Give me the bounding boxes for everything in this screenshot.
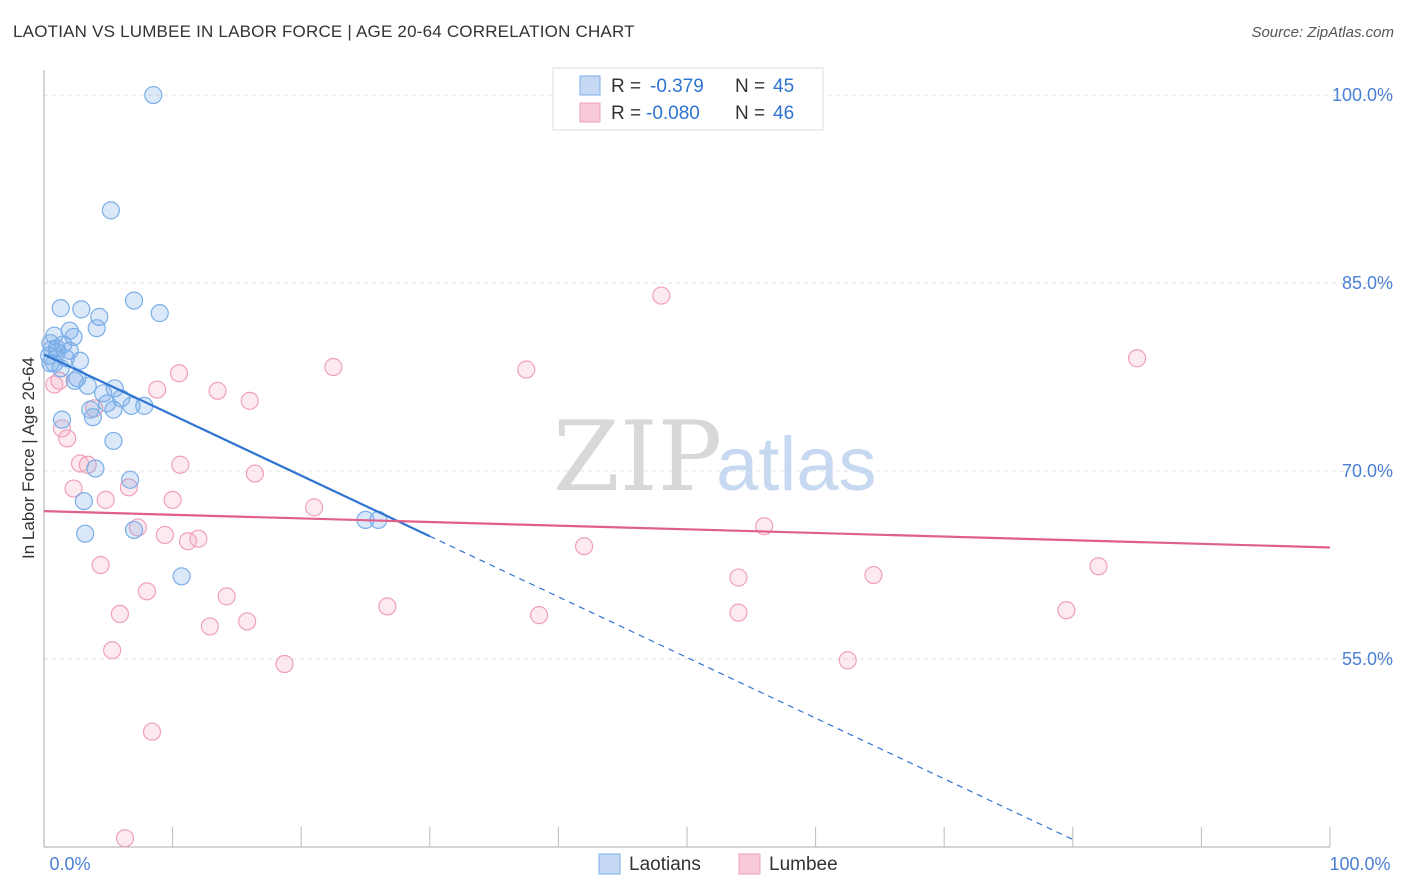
legend-label-lumbee: Lumbee (769, 854, 838, 875)
laotian-point-2 (51, 299, 70, 318)
stats-n-value-1: 46 (773, 103, 794, 124)
lumbee-point-19 (163, 490, 182, 509)
watermark: ZIP atlas (553, 401, 877, 513)
lumbee-points (45, 286, 1147, 848)
laotian-point-33 (83, 408, 102, 427)
chart-title: LAOTIAN VS LUMBEE IN LABOR FORCE | AGE 2… (13, 22, 635, 41)
legend-label-laotians: Laotians (629, 854, 701, 875)
lumbee-point-23 (155, 525, 174, 545)
laotian-point-5 (150, 304, 169, 323)
lumbee-point-25 (189, 529, 208, 548)
laotian-point-37 (121, 470, 140, 489)
lumbee-point-29 (729, 568, 748, 587)
watermark-zip: ZIP (553, 401, 722, 513)
laotian-point-26 (94, 384, 113, 403)
legend-swatch-laotians (598, 853, 621, 875)
lumbee-point-39 (238, 612, 257, 631)
lumbee-point-36 (729, 603, 748, 622)
laotian-point-41 (124, 520, 144, 540)
y-axis-title: In Labor Force | Age 20-64 (19, 357, 38, 559)
lumbee-point-35 (530, 606, 549, 625)
lumbee-point-1 (1127, 349, 1147, 368)
y-tick-label-1: 70.0% (1342, 461, 1393, 481)
stats-r-label-1: R = (611, 103, 641, 124)
lumbee-point-3 (517, 360, 536, 379)
lumbee-point-0 (652, 286, 671, 305)
lumbee-point-15 (245, 464, 265, 483)
gridlines (44, 94, 1394, 660)
lumbee-point-41 (275, 654, 294, 674)
lumbee-point-42 (838, 651, 857, 670)
stats-n-value-0: 45 (773, 76, 794, 97)
lumbee-point-44 (115, 829, 135, 848)
laotian-point-3 (72, 300, 91, 319)
stats-legend: R = -0.379 N = 45 R = -0.080 N = 46 (552, 67, 824, 131)
laotian-point-6 (90, 307, 109, 326)
x-ticks (172, 827, 1331, 847)
lumbee-point-32 (217, 587, 236, 606)
lumbee-point-26 (575, 537, 594, 556)
laotian-trendline (43, 353, 431, 538)
stats-r-value-0: -0.379 (650, 76, 704, 97)
series-legend: Laotians Lumbee (598, 853, 838, 875)
lumbee-point-8 (240, 391, 259, 410)
laotian-point-7 (87, 319, 106, 338)
lumbee-point-6 (148, 380, 167, 399)
lumbee-point-16 (64, 479, 83, 498)
lumbee-point-27 (91, 555, 110, 575)
stats-swatch-lumbee (579, 102, 601, 123)
lumbee-point-2 (324, 357, 343, 377)
watermark-atlas: atlas (716, 422, 877, 507)
source-credit: Source: ZipAtlas.com (1251, 24, 1394, 41)
lumbee-point-37 (1057, 601, 1076, 620)
laotian-point-10 (64, 327, 83, 347)
lumbee-point-28 (1089, 557, 1108, 576)
lumbee-point-43 (142, 722, 162, 741)
lumbee-point-40 (103, 641, 122, 660)
lumbee-point-17 (119, 478, 138, 497)
lumbee-point-11 (58, 429, 77, 448)
laotian-point-44 (47, 339, 66, 358)
lumbee-point-18 (96, 490, 115, 509)
lumbee-point-20 (304, 498, 324, 517)
lumbee-point-31 (137, 582, 156, 601)
lumbee-point-33 (378, 597, 397, 616)
x-tick-label-min: 0.0% (49, 854, 90, 874)
lumbee-point-38 (200, 617, 219, 636)
laotian-trendline-extension (429, 535, 1074, 841)
trendlines (43, 353, 1331, 841)
laotian-point-19 (70, 351, 90, 370)
laotian-point-38 (74, 492, 93, 511)
lumbee-point-7 (208, 381, 227, 400)
laotian-point-28 (122, 396, 141, 415)
laotian-point-24 (78, 376, 97, 395)
lumbee-trendline (43, 510, 1331, 549)
laotian-point-35 (104, 431, 123, 451)
y-tick-label-3: 100.0% (1332, 85, 1393, 105)
laotian-point-4 (124, 291, 144, 310)
laotian-point-30 (104, 400, 123, 419)
stats-n-label-0: N = (735, 76, 765, 97)
lumbee-point-30 (864, 565, 883, 585)
laotian-point-36 (86, 459, 105, 478)
lumbee-point-14 (171, 455, 190, 474)
stats-swatch-laotians (579, 75, 601, 96)
y-tick-label-2: 85.0% (1342, 273, 1393, 293)
y-tick-label-0: 55.0% (1342, 649, 1393, 669)
laotian-point-1 (101, 201, 120, 220)
laotian-point-34 (52, 410, 72, 429)
laotian-point-43 (172, 567, 191, 586)
laotian-points (40, 85, 388, 586)
stats-r-label-0: R = (611, 76, 641, 97)
legend-swatch-lumbee (738, 853, 761, 875)
stats-r-value-1: -0.080 (646, 103, 700, 124)
stats-n-label-1: N = (735, 103, 765, 124)
laotian-point-42 (76, 524, 95, 543)
lumbee-point-4 (169, 364, 189, 383)
laotian-point-0 (144, 85, 163, 105)
lumbee-point-34 (110, 604, 129, 624)
y-tick-labels: 55.0% 70.0% 85.0% 100.0% (1332, 85, 1393, 669)
x-tick-label-max: 100.0% (1329, 854, 1390, 874)
